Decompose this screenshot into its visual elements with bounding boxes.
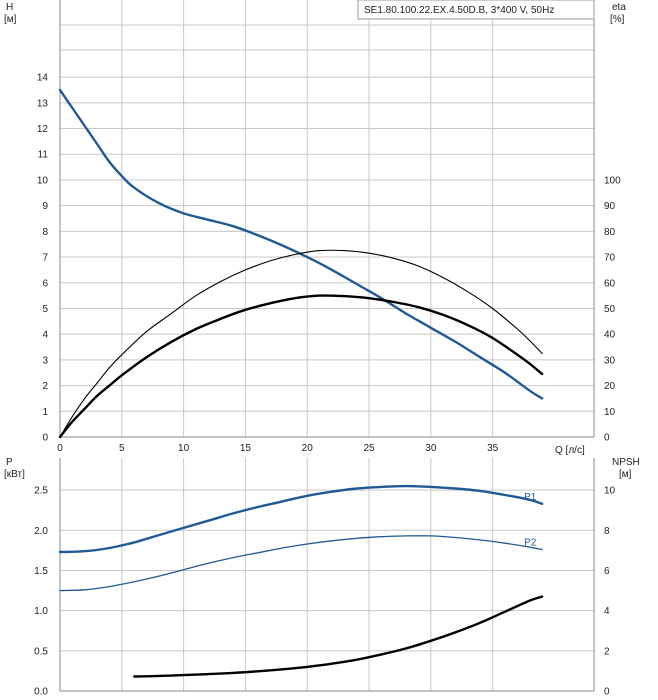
top-y-left-tick-label: 14 [37,73,49,84]
tick-labels: 0 5 10 15 20 25 30 3501234567891011121314010203… [34,73,621,698]
top-x-tick-label: 5 [119,443,125,454]
top-y-right-tick-label: 60 [604,278,616,289]
bottom-y-right-tick-label: 10 [604,486,616,497]
series-label-p1: P1 [524,492,537,503]
top-x-tick-label: 30 [425,443,437,454]
top-x-tick-label: 15 [240,443,252,454]
top-y-left-tick-label: 1 [42,407,48,418]
bottom-y-left-tick-label: 2.0 [34,526,48,537]
top-y-right-tick-label: 0 [604,433,610,444]
bottom-y-right-label: NPSH [612,457,640,468]
top-y-left-tick-label: 5 [42,304,48,315]
top-series-line-2 [58,294,544,439]
top-y-left-tick-label: 9 [42,201,48,212]
bottom-y-left-unit: [кВт] [4,469,25,480]
top-y-right-tick-label: 70 [604,253,616,264]
bottom-y-right-tick-label: 2 [604,646,610,657]
bottom-y-right-tick-label: 8 [604,526,610,537]
top-y-left-unit: [м] [4,14,17,25]
model-label: SE1.80.100.22.EX.4.50D.B, 3*400 V, 50Hz [364,5,554,16]
grid-lines [60,0,594,691]
top-y-right-tick-label: 10 [604,407,616,418]
bottom-y-left-tick-label: 0.0 [34,687,48,698]
bottom-y-left-tick-label: 1.5 [34,566,48,577]
top-y-right-tick-label: 20 [604,381,616,392]
top-y-left-tick-label: 3 [42,355,48,366]
top-y-left-tick-label: 10 [37,175,49,186]
top-series-line-1 [59,249,543,438]
bottom-series-line-0 [58,484,544,554]
top-y-left-tick-label: 0 [42,433,48,444]
top-x-tick-label: 20 [302,443,314,454]
bottom-y-right-unit: [м] [619,469,632,480]
top-x-tick-label: 25 [363,443,375,454]
top-y-right-tick-label: 80 [604,227,616,238]
bottom-y-left-label: P [6,457,13,468]
top-y-left-tick-label: 12 [37,124,49,135]
bottom-y-right-tick-label: 0 [604,687,610,698]
bottom-series-line-2 [133,595,544,678]
bottom-y-left-tick-label: 2.5 [34,486,48,497]
top-y-left-tick-label: 8 [42,227,48,238]
top-y-right-tick-label: 30 [604,355,616,366]
top-y-right-tick-label: 90 [604,201,616,212]
plot-frames [59,0,595,692]
top-y-left-tick-label: 6 [42,278,48,289]
series-label-p2: P2 [524,538,537,549]
bottom-y-left-tick-label: 0.5 [34,646,48,657]
top-x-tick-label: 10 [178,443,190,454]
top-x-tick-label: 0 [57,443,63,454]
model-label-box [357,0,595,20]
bottom-y-right-tick-label: 4 [604,606,610,617]
top-y-right-tick-label: 100 [604,175,621,186]
top-x-label: Q [л/с] [555,445,585,456]
top-y-right-tick-label: 40 [604,330,616,341]
top-y-left-tick-label: 7 [42,253,48,264]
top-y-left-label: H [6,2,13,13]
bottom-series-line-1 [59,535,543,592]
top-y-right-tick-label: 50 [604,304,616,315]
bottom-y-right-tick-label: 6 [604,566,610,577]
top-y-left-tick-label: 13 [37,98,49,109]
top-y-right-label: eta [612,2,626,13]
top-y-right-unit: [%] [610,14,625,25]
performance-curves: P1 P2 [58,88,544,678]
top-series-line-0 [58,88,544,400]
top-x-tick-label: 35 [487,443,499,454]
top-y-left-tick-label: 11 [38,150,49,161]
bottom-y-left-tick-label: 1.0 [34,606,48,617]
top-y-left-tick-label: 4 [42,330,48,341]
top-y-left-tick-label: 2 [42,381,48,392]
